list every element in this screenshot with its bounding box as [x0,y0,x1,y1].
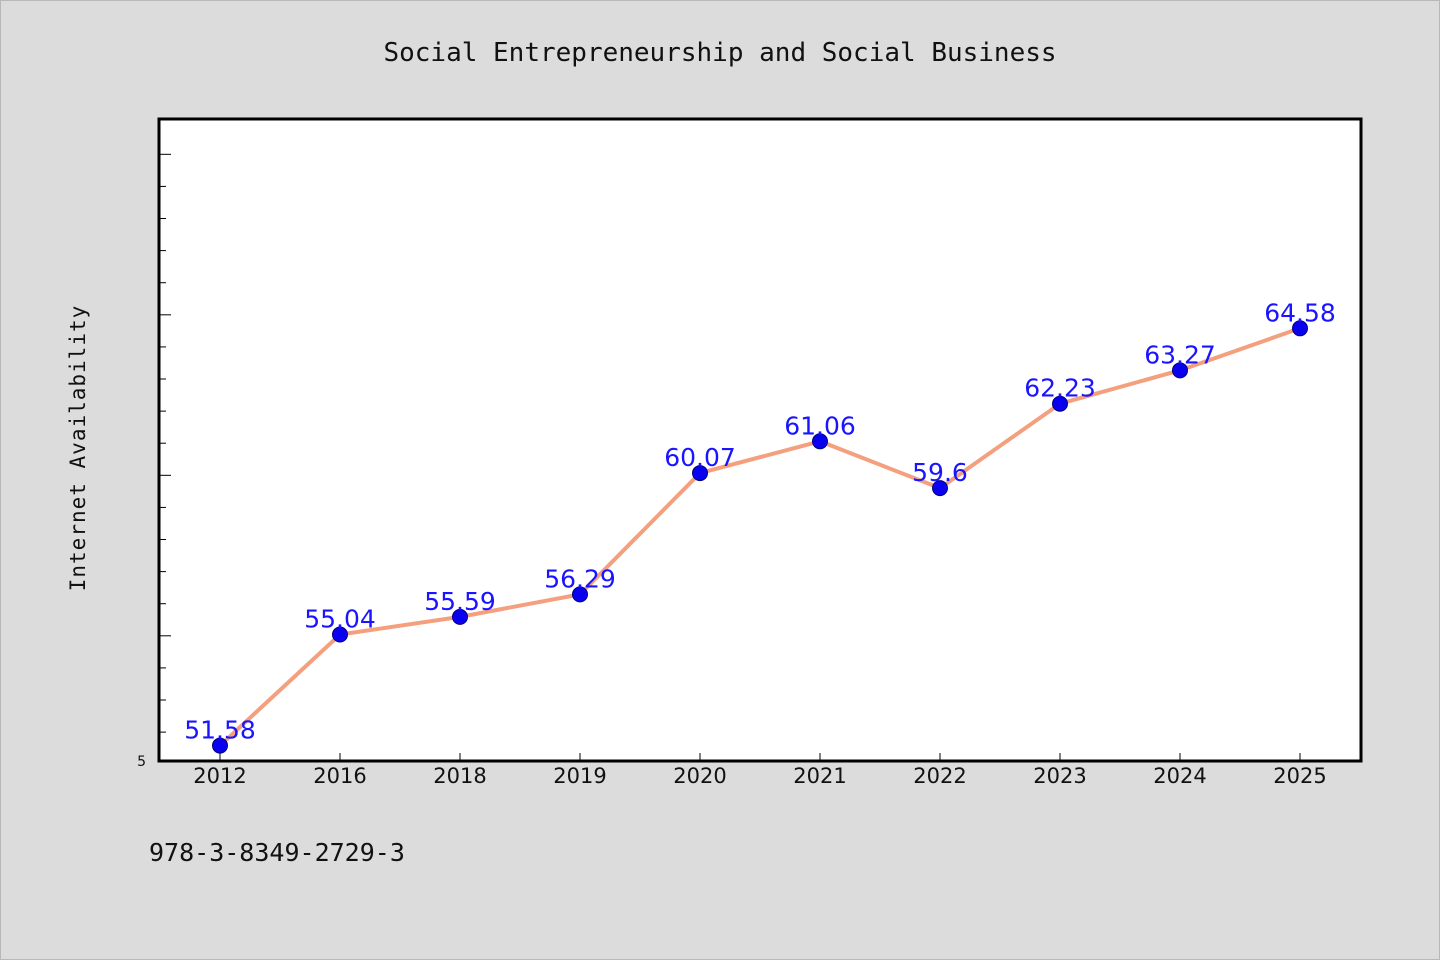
data-point [1052,395,1068,412]
data-label: 55.59 [424,587,496,616]
data-point [1292,320,1308,337]
data-label: 62.23 [1024,374,1096,403]
data-label: 51.58 [184,716,256,745]
plot-area [157,117,1363,763]
data-label: 59.6 [912,458,968,487]
data-label: 56.29 [544,564,616,593]
x-tick-label: 2012 [193,764,246,788]
data-point [332,626,348,643]
data-markers [212,320,1308,754]
x-tick-label: 2019 [553,764,606,788]
data-label: 60.07 [664,443,736,472]
series-line [218,326,1302,748]
data-point [212,737,228,754]
x-tick-label: 2018 [433,764,486,788]
data-label: 55.04 [304,605,376,634]
x-tick-label: 2025 [1273,764,1326,788]
data-point [1172,362,1188,379]
data-label: 64.58 [1264,298,1336,327]
x-tick-label: 2022 [913,764,966,788]
data-labels: 51.58 55.04 55.59 56.29 60.07 61.06 59.6 62.23 6… [184,298,1336,744]
x-tick-label: 2023 [1033,764,1086,788]
series-line-group [218,326,1302,748]
data-label: 63.27 [1144,340,1216,369]
x-axis-ticks: 2012 2016 2018 2019 2020 2021 2022 2023 2024 2025 [193,753,1327,788]
y-axis-label: Internet Availability [66,305,90,592]
x-tick-label: 2016 [313,764,366,788]
x-tick-label: 2021 [793,764,846,788]
data-label: 61.06 [784,411,856,440]
data-point [812,433,828,450]
chart-title: Social Entrepreneurship and Social Busin… [383,38,1056,68]
x-tick-label: 2024 [1153,764,1206,788]
x-tick-label: 2020 [673,764,726,788]
data-point [452,608,468,625]
footer-isbn: 978-3-8349-2729-3 [149,838,405,867]
data-point [692,465,708,482]
y-axis-ticks: 5 [137,153,171,770]
data-point [572,586,588,603]
y-tick-label: 5 [137,754,146,770]
data-point [932,480,948,497]
